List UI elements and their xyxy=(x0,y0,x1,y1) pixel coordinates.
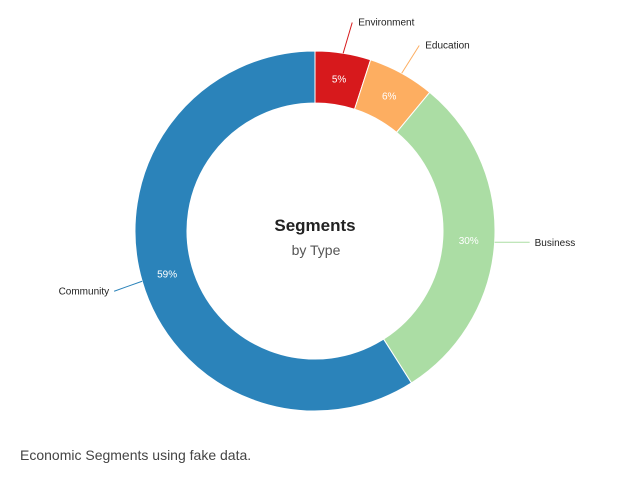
leader-line-education xyxy=(401,45,420,74)
slice-label-business: Business xyxy=(535,238,576,249)
slice-community[interactable] xyxy=(134,50,413,412)
slice-percent-education: 6% xyxy=(382,92,397,103)
slice-label-education: Education xyxy=(425,40,469,51)
chart-center-title: Segments xyxy=(274,216,355,235)
slice-percent-environment: 5% xyxy=(332,74,347,85)
slice-percent-business: 30% xyxy=(459,236,479,247)
slice-business[interactable] xyxy=(382,91,496,384)
chart-center-subtitle: by Type xyxy=(292,242,341,258)
donut-slices xyxy=(134,50,496,412)
leader-line-community xyxy=(113,280,143,292)
donut-chart: 5% Environment 6% Education 30% Business 59% Co… xyxy=(59,18,576,412)
slice-labels: 5% Environment 6% Education 30% Business 59% Co… xyxy=(59,18,576,298)
slice-label-community: Community xyxy=(59,287,110,298)
slice-percent-community: 59% xyxy=(157,269,177,280)
chart-caption: Economic Segments using fake data. xyxy=(20,447,252,463)
slice-label-environment: Environment xyxy=(358,18,414,29)
leader-line-environment xyxy=(342,22,353,54)
